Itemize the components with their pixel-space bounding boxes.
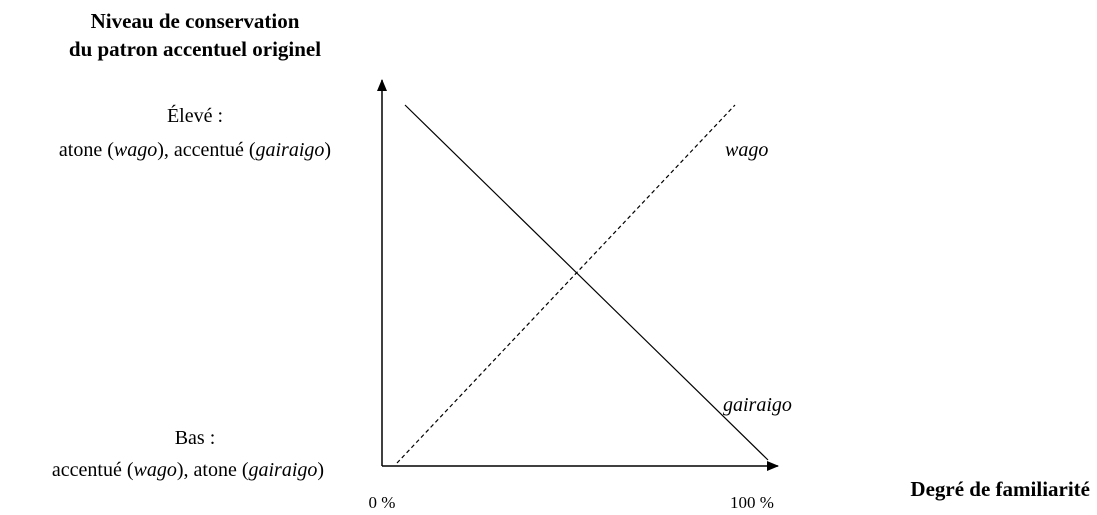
text-part: gairaigo xyxy=(249,459,318,481)
text-part: ) xyxy=(324,139,331,161)
text-part: ), accentué ( xyxy=(157,139,256,161)
text-part: ) xyxy=(317,459,324,481)
text-part: accentué ( xyxy=(52,459,134,481)
text-part: ), atone ( xyxy=(177,459,249,481)
low-heading: Bas : xyxy=(175,427,216,449)
x-tick-label: 100 % xyxy=(730,493,774,512)
high-heading: Élevé : xyxy=(167,104,223,127)
text-part: gairaigo xyxy=(256,139,325,161)
x-tick-label: 0 % xyxy=(369,493,396,512)
wago-line xyxy=(396,104,736,464)
text-part: wago xyxy=(134,459,177,481)
y-axis-title: Niveau de conservation xyxy=(91,9,300,33)
wago-label: wago xyxy=(725,139,768,161)
high-description: atone (wago), accentué (gairaigo) xyxy=(59,139,331,161)
text-part: atone ( xyxy=(59,139,114,161)
gairaigo-line xyxy=(404,104,769,461)
text-part: wago xyxy=(114,139,157,161)
x-axis-title: Degré de familiarité xyxy=(910,477,1090,501)
gairaigo-label: gairaigo xyxy=(723,394,792,416)
low-description: accentué (wago), atone (gairaigo) xyxy=(52,459,324,481)
y-axis-title: du patron accentuel originel xyxy=(69,37,321,61)
